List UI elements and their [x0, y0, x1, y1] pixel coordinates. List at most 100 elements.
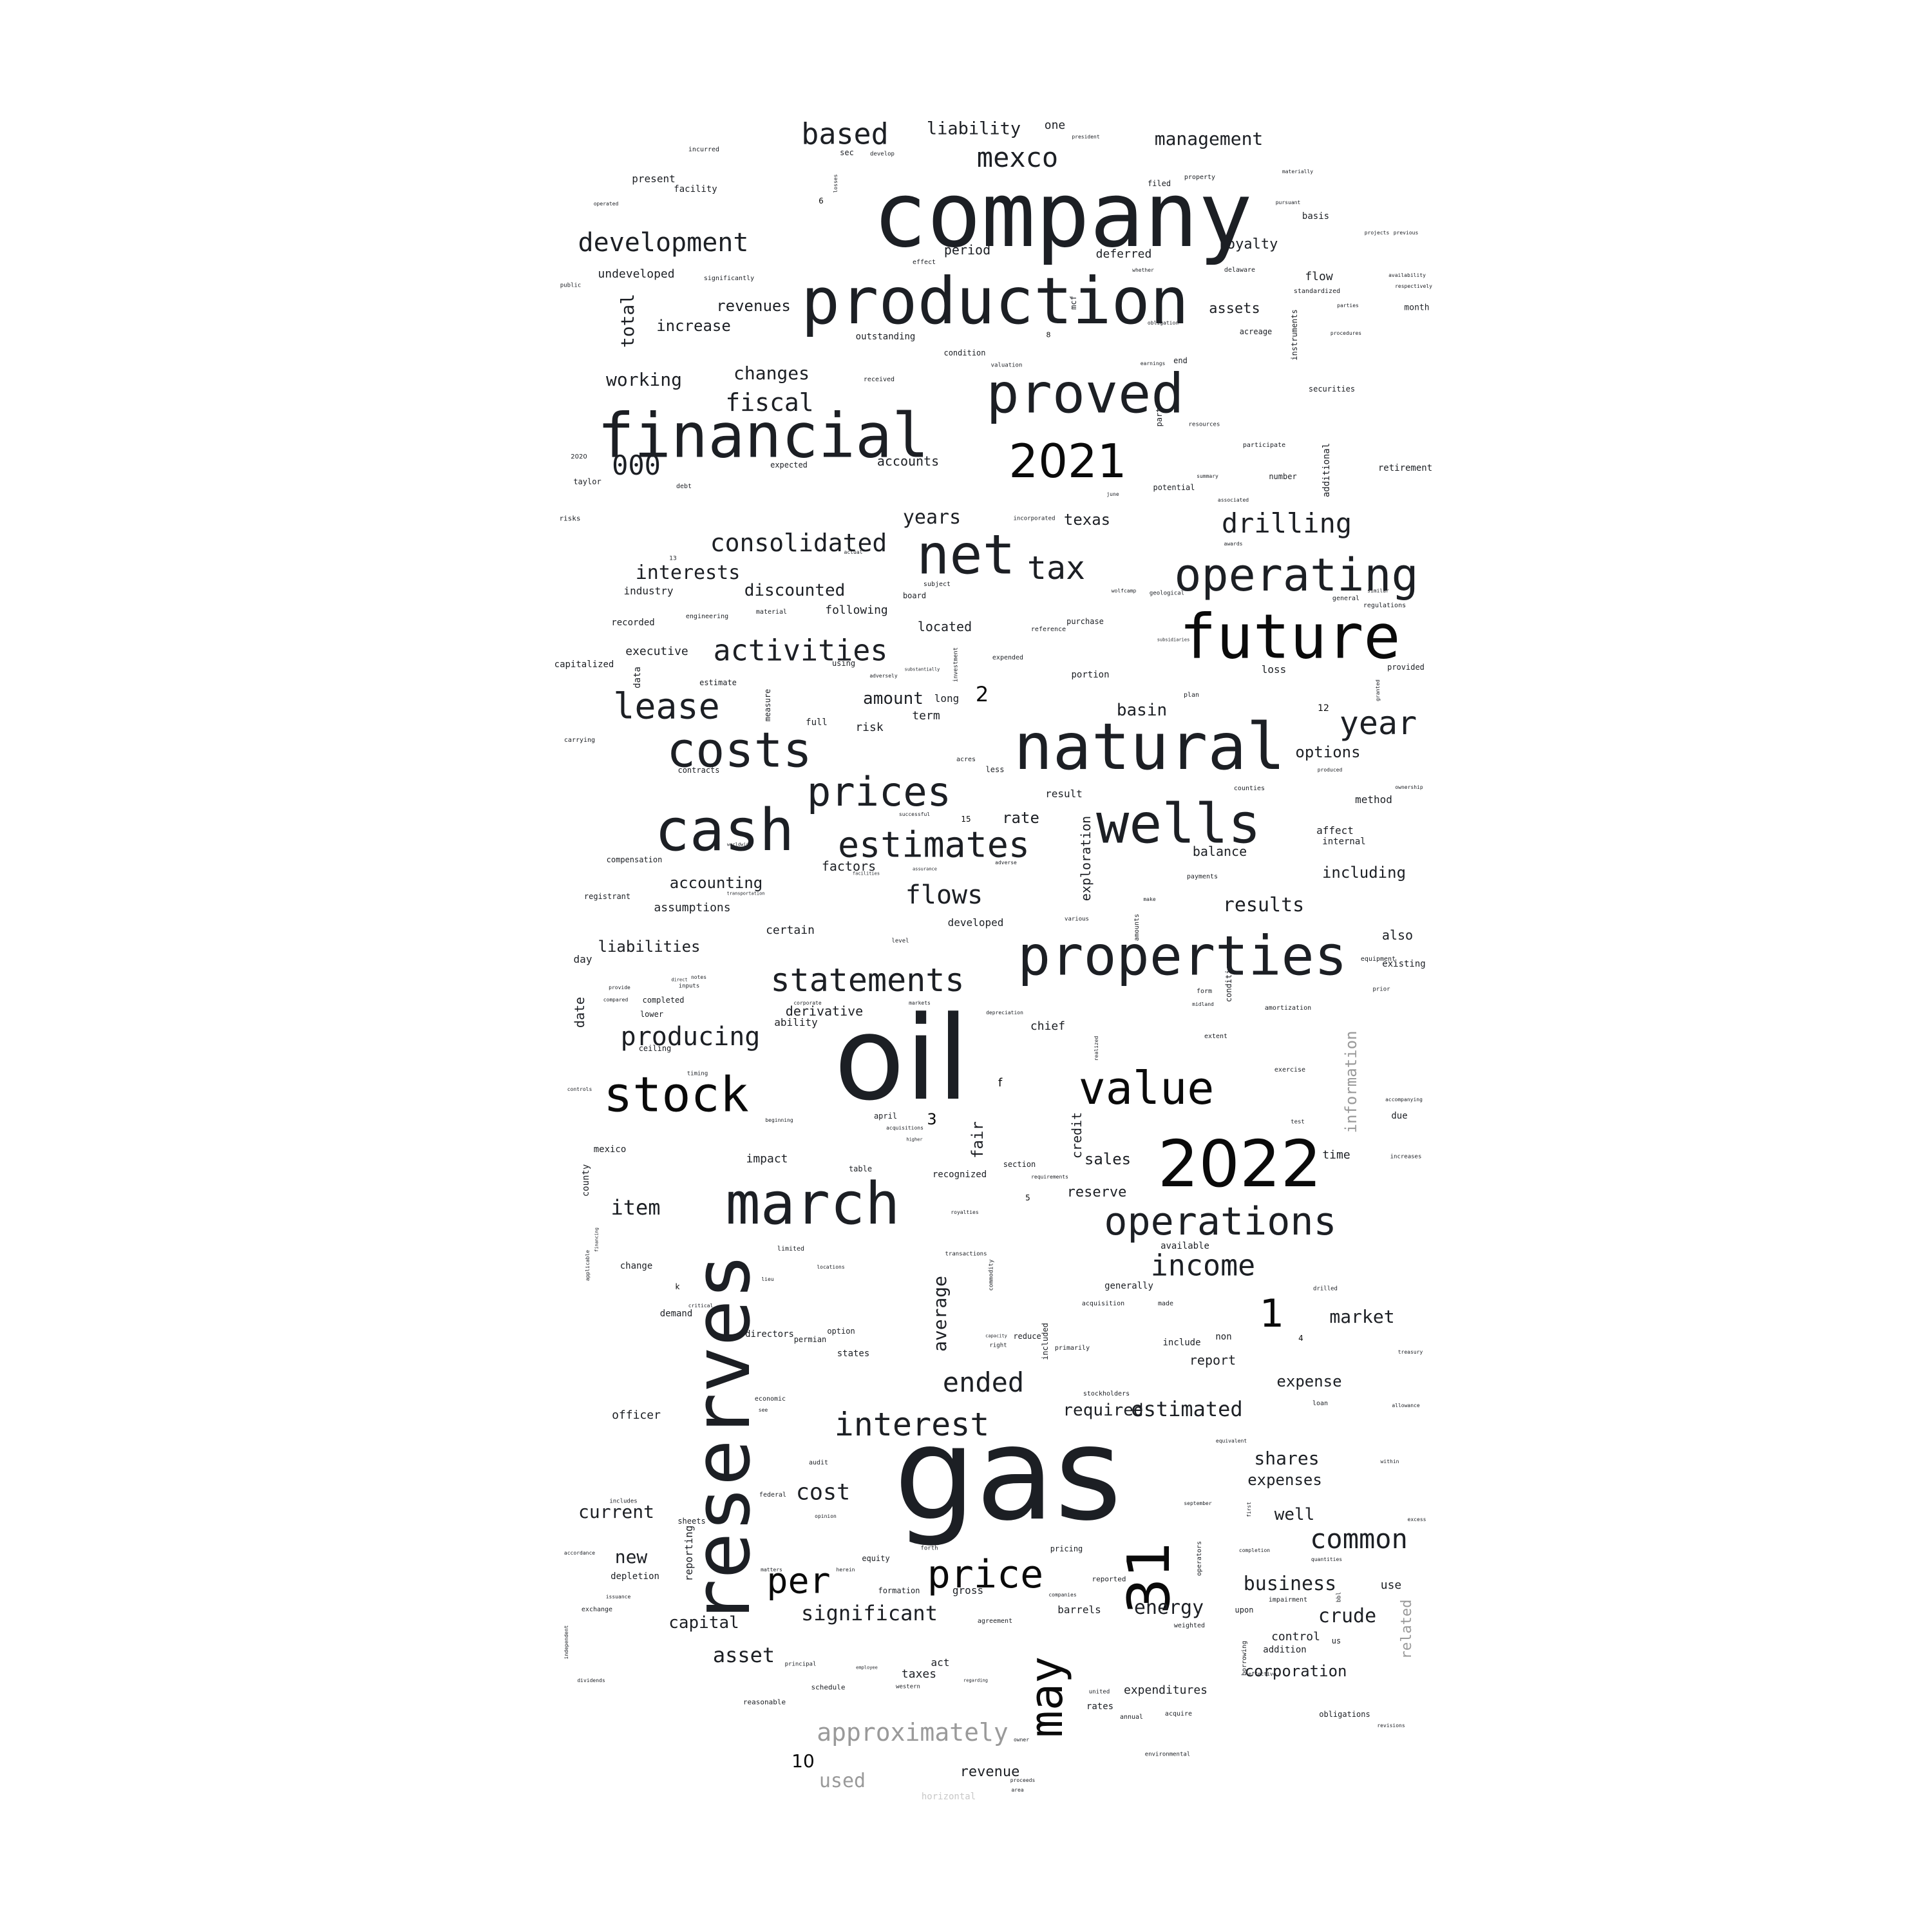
- word-total: total: [617, 293, 638, 348]
- word-operated: operated: [593, 201, 619, 207]
- word-exchange: exchange: [581, 1606, 613, 1613]
- word-significant: significant: [801, 1601, 938, 1625]
- word-development: development: [578, 228, 749, 258]
- word-one: one: [1044, 118, 1066, 132]
- word-procedures: procedures: [1330, 330, 1362, 336]
- word-gross: gross: [952, 1584, 984, 1596]
- word-investment: investment: [952, 647, 960, 683]
- word-within: within: [1380, 1459, 1399, 1464]
- word-5: 5: [1025, 1193, 1030, 1202]
- word-royalty: royalty: [1218, 236, 1278, 252]
- word-right: right: [989, 1342, 1007, 1349]
- word-incurred: incurred: [688, 146, 720, 153]
- word-liabilities: liabilities: [598, 938, 701, 956]
- word-direct: direct: [671, 977, 688, 983]
- word-form: form: [1196, 988, 1213, 995]
- word-june: june: [1106, 491, 1119, 497]
- word-table: table: [848, 1164, 873, 1173]
- word-also: also: [1381, 927, 1414, 943]
- word-delaware: delaware: [1224, 267, 1256, 274]
- word-borrowing: borrowing: [1241, 1640, 1248, 1676]
- word-drilled: drilled: [1313, 1285, 1338, 1293]
- word-completed: completed: [642, 996, 685, 1005]
- word-develop: develop: [870, 151, 895, 158]
- word-agreement: agreement: [977, 1618, 1013, 1625]
- word-taylor: taylor: [573, 477, 601, 486]
- word-treasury: treasury: [1397, 1349, 1423, 1355]
- word-sales: sales: [1084, 1150, 1132, 1168]
- word-crude: crude: [1318, 1605, 1377, 1627]
- word-assets: assets: [1209, 301, 1260, 317]
- word-number: number: [1269, 472, 1297, 481]
- word-used: used: [819, 1770, 866, 1792]
- word-using: using: [831, 659, 856, 668]
- word-western: western: [896, 1683, 920, 1690]
- word-impairment: impairment: [1268, 1596, 1308, 1604]
- word-beginning: beginning: [765, 1117, 793, 1123]
- word-cover: cover: [706, 1420, 723, 1426]
- word-condition: condition: [943, 348, 986, 357]
- word-royalties: royalties: [951, 1209, 979, 1215]
- word-obligations: obligations: [1319, 1710, 1370, 1719]
- word-compared: compared: [603, 997, 629, 1003]
- word-use: use: [1380, 1578, 1402, 1592]
- word-assumptions: assumptions: [654, 901, 731, 914]
- word-less: less: [985, 765, 1005, 774]
- word-prices: prices: [807, 768, 951, 815]
- word-k: k: [675, 1282, 680, 1291]
- word-texas: texas: [1063, 511, 1111, 529]
- word-carrying: carrying: [564, 737, 596, 744]
- word-matters: matters: [761, 1567, 782, 1573]
- word-capacity: capacity: [985, 1333, 1007, 1339]
- word-losses: losses: [833, 174, 838, 193]
- word-non: non: [1215, 1332, 1232, 1342]
- word-ability: ability: [774, 1016, 818, 1028]
- word-limited: limited: [777, 1245, 805, 1253]
- word-capital: capital: [668, 1613, 739, 1633]
- word-discounted: discounted: [744, 581, 846, 600]
- word-revenue: revenue: [960, 1764, 1020, 1780]
- word-registrant: registrant: [583, 892, 631, 901]
- word-realized: realized: [1094, 1036, 1099, 1061]
- word-end: end: [1173, 356, 1188, 365]
- word-companies: companies: [1048, 1592, 1077, 1598]
- word-day: day: [573, 953, 592, 965]
- word-operations: operations: [1104, 1199, 1337, 1244]
- word-internal: internal: [1322, 837, 1366, 847]
- word-filed: filed: [1147, 179, 1171, 188]
- word-wells: wells: [1096, 792, 1261, 857]
- word-developed: developed: [947, 916, 1004, 929]
- word-basin: basin: [1116, 701, 1168, 720]
- word-summary: summary: [1197, 473, 1218, 479]
- word-annual: annual: [1119, 1714, 1144, 1721]
- word-see: see: [758, 1407, 768, 1413]
- word-acquisition: acquisition: [1081, 1300, 1125, 1307]
- word-acquisitions: acquisitions: [886, 1125, 923, 1131]
- word-loan: loan: [1312, 1400, 1329, 1407]
- word-rates: rates: [1086, 1701, 1114, 1712]
- word-reference: reference: [1030, 626, 1066, 633]
- word-requirements: requirements: [1031, 1174, 1068, 1180]
- word-pricing: pricing: [1050, 1544, 1083, 1553]
- word-facility: facility: [674, 184, 717, 194]
- word-expended: expended: [992, 654, 1024, 661]
- word-corporate: corporate: [793, 1000, 822, 1006]
- word-affect: affect: [1316, 824, 1354, 837]
- word-fiscal: fiscal: [725, 388, 814, 417]
- word-acquire: acquire: [1164, 1710, 1193, 1718]
- word-1: 1: [1259, 1291, 1285, 1336]
- word-expenditures: expenditures: [1123, 1683, 1208, 1697]
- word-due: due: [1391, 1111, 1408, 1121]
- word-lieu: lieu: [761, 1276, 774, 1282]
- word-future: future: [1179, 601, 1401, 673]
- word-united: united: [1088, 1689, 1110, 1696]
- word-general: general: [1332, 595, 1360, 602]
- word-securities: securities: [1308, 384, 1356, 393]
- word-data: data: [632, 667, 643, 688]
- word-horizontal: horizontal: [921, 1792, 976, 1802]
- word-interests: interests: [635, 562, 741, 584]
- word-controls: controls: [567, 1086, 592, 1092]
- word-various: various: [1065, 916, 1089, 923]
- word-time: time: [1322, 1148, 1350, 1162]
